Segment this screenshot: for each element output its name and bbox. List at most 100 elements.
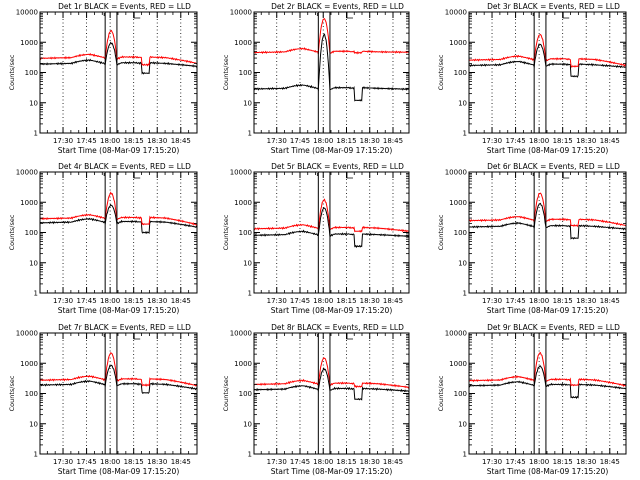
detector-panel: Det 4r BLACK = Events, RED = LLD 1 10 100 10… <box>8 162 198 315</box>
x-tick-label: 17:30 <box>482 297 502 305</box>
y-axis-label: Counts/sec <box>8 214 16 250</box>
x-tick-label: 18:45 <box>383 297 403 305</box>
detector-panel: Det 9r BLACK = Events, RED = LLD 1 10 100 10… <box>437 323 627 476</box>
x-tick-label: 18:15 <box>553 297 573 305</box>
plot-frame <box>253 11 410 134</box>
x-tick-label: 18:45 <box>383 137 403 145</box>
y-tick-label: 100 <box>25 69 38 77</box>
x-tick-label: 17:30 <box>482 137 502 145</box>
y-axis-label: Counts/sec <box>437 375 445 411</box>
x-tick-label: 17:45 <box>76 458 96 466</box>
y-tick-label: 1 <box>34 130 38 138</box>
y-tick-label: 1000 <box>20 360 38 368</box>
y-tick-label: 10000 <box>16 9 38 17</box>
x-tick-label: 18:15 <box>124 297 144 305</box>
detector-panel: Det 2r BLACK = Events, RED = LLD 1 10 100 10… <box>222 2 410 155</box>
x-tick-label: 17:30 <box>53 458 73 466</box>
x-tick-label: 18:45 <box>600 297 620 305</box>
y-axis-label: Counts/sec <box>222 214 230 250</box>
series-lld-line <box>468 192 627 228</box>
y-tick-label: 1000 <box>234 199 252 207</box>
interval-bracket <box>532 333 570 340</box>
series-events-line <box>39 364 198 395</box>
x-tick-label: 18:30 <box>360 137 380 145</box>
x-tick-label: 18:30 <box>147 137 167 145</box>
series-lld-line <box>39 191 198 226</box>
x-tick-label: 17:45 <box>505 297 525 305</box>
x-tick-label: 18:00 <box>529 458 549 466</box>
x-axis-label: Start Time (08-Mar-09 17:15:20) <box>487 467 609 476</box>
series-lld-line <box>253 18 410 55</box>
series-lld-line <box>39 29 198 67</box>
y-axis-label: Counts/sec <box>437 54 445 90</box>
y-tick-label: 1000 <box>20 199 38 207</box>
x-tick-label: 18:15 <box>336 297 356 305</box>
y-tick-label: 1 <box>248 451 252 459</box>
x-tick-label: 18:30 <box>576 137 596 145</box>
y-tick-label: 100 <box>239 229 252 237</box>
x-tick-label: 18:15 <box>124 458 144 466</box>
series-events-line <box>253 367 410 401</box>
x-axis-label: Start Time (08-Mar-09 17:15:20) <box>487 146 609 155</box>
interval-bracket <box>532 12 570 19</box>
y-axis-label: Counts/sec <box>222 54 230 90</box>
x-tick-label: 18:30 <box>360 458 380 466</box>
plot-frame <box>39 11 198 134</box>
x-axis-label: Start Time (08-Mar-09 17:15:20) <box>58 146 180 155</box>
y-tick-label: 100 <box>25 229 38 237</box>
x-tick-label: 18:30 <box>360 297 380 305</box>
x-tick-label: 18:45 <box>600 458 620 466</box>
y-tick-label: 1 <box>34 451 38 459</box>
x-tick-label: 17:45 <box>505 137 525 145</box>
panel-title: Det 9r BLACK = Events, RED = LLD <box>487 323 620 332</box>
plot-frame <box>468 332 627 455</box>
y-tick-label: 10 <box>29 420 38 428</box>
panel-title: Det 8r BLACK = Events, RED = LLD <box>271 323 404 332</box>
series-events-line <box>253 33 410 102</box>
series-events-line <box>39 41 198 75</box>
x-axis-label: Start Time (08-Mar-09 17:15:20) <box>271 467 393 476</box>
series-lld-line <box>468 33 627 69</box>
y-tick-label: 1000 <box>234 39 252 47</box>
y-tick-label: 10 <box>458 259 467 267</box>
x-tick-label: 18:45 <box>171 297 191 305</box>
detector-panel: Det 8r BLACK = Events, RED = LLD 1 10 100 10… <box>222 323 410 476</box>
x-tick-label: 18:00 <box>313 458 333 466</box>
y-tick-label: 100 <box>454 229 467 237</box>
x-tick-label: 18:00 <box>313 137 333 145</box>
y-tick-label: 1 <box>34 290 38 298</box>
plot-frame <box>468 11 627 134</box>
plot-frame <box>253 171 410 294</box>
series-events-line <box>39 203 198 235</box>
y-tick-label: 100 <box>25 390 38 398</box>
y-tick-label: 1 <box>463 290 467 298</box>
plot-frame <box>468 171 627 294</box>
y-tick-label: 1000 <box>449 39 467 47</box>
x-tick-label: 18:00 <box>100 137 120 145</box>
panel-title: Det 3r BLACK = Events, RED = LLD <box>487 2 620 11</box>
y-tick-label: 1000 <box>20 39 38 47</box>
series-events-line <box>468 202 627 240</box>
x-tick-label: 18:00 <box>313 297 333 305</box>
y-tick-label: 1000 <box>449 360 467 368</box>
y-tick-label: 100 <box>454 69 467 77</box>
y-tick-label: 10000 <box>230 9 252 17</box>
x-tick-label: 17:30 <box>267 458 287 466</box>
y-tick-label: 10 <box>243 259 252 267</box>
y-tick-label: 1 <box>463 130 467 138</box>
x-axis-label: Start Time (08-Mar-09 17:15:20) <box>271 306 393 315</box>
x-tick-label: 17:30 <box>482 458 502 466</box>
x-tick-label: 17:30 <box>267 137 287 145</box>
x-tick-label: 18:00 <box>100 297 120 305</box>
interval-bracket <box>316 12 353 19</box>
x-tick-label: 17:45 <box>290 297 310 305</box>
x-tick-label: 17:45 <box>505 458 525 466</box>
series-lld-line <box>39 352 198 387</box>
y-tick-label: 10 <box>29 259 38 267</box>
y-tick-label: 10000 <box>16 169 38 177</box>
x-axis-label: Start Time (08-Mar-09 17:15:20) <box>271 146 393 155</box>
detector-panel: Det 5r BLACK = Events, RED = LLD 1 10 100 10… <box>222 162 410 315</box>
x-axis-label: Start Time (08-Mar-09 17:15:20) <box>58 467 180 476</box>
detector-panel: Det 6r BLACK = Events, RED = LLD 1 10 100 10… <box>437 162 627 315</box>
interval-bracket <box>316 172 353 179</box>
